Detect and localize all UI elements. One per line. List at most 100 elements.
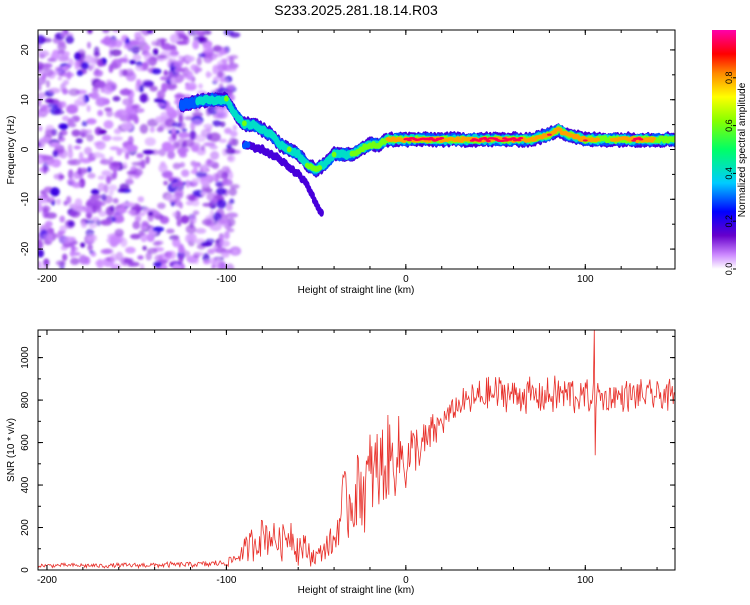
spectrogram-noise-cell: [215, 187, 227, 195]
spectrogram-noise-cell: [108, 190, 114, 196]
spectrogram-ridge-cell: [245, 141, 251, 148]
spectrogram-noise-cell: [110, 61, 118, 70]
spectrogram-noise-cell: [38, 203, 43, 213]
spectrogram-noise-cell: [179, 247, 186, 252]
spectrogram-noise-cell: [226, 217, 236, 227]
spectrogram-noise-cell: [53, 109, 65, 115]
spectrogram-noise-cell: [155, 41, 165, 47]
spectrogram-noise-cell: [206, 192, 215, 201]
spectrogram-noise-cell: [205, 71, 211, 79]
spectrogram-noise-cell: [40, 37, 53, 43]
spectrogram-noise-cell: [191, 199, 200, 207]
spectrogram-noise-cell: [44, 212, 57, 219]
spectrogram-noise-cell: [225, 263, 235, 269]
spectrogram-noise-cell: [44, 129, 56, 137]
spectrogram-noise-cell: [59, 225, 68, 232]
spectrogram-noise-cell: [154, 240, 164, 246]
spectrogram-noise-cell: [161, 82, 168, 93]
spectrogram-noise-cell: [229, 130, 238, 138]
spectrogram-noise-cell: [88, 222, 97, 229]
spectrogram-noise-cell: [152, 48, 159, 56]
spectrogram-noise-cell: [190, 64, 198, 71]
spectrogram-ridge-cell: [477, 139, 482, 142]
spectrogram-noise-cell: [101, 134, 112, 142]
spectrogram-noise-cell: [118, 68, 124, 78]
spectrogram-noise-cell: [59, 236, 72, 244]
spectrogram-ridge-cell: [331, 151, 337, 158]
spectrogram-noise-cell: [57, 41, 67, 52]
spectrogram-noise-cell: [145, 251, 152, 261]
spectrogram-noise-cell: [113, 128, 122, 135]
spectrogram-noise-cell: [156, 102, 167, 107]
x-tick-label: -200: [37, 274, 57, 285]
spectrogram-noise-cell: [191, 118, 203, 127]
colorbar-tick-label: 0.2: [724, 215, 734, 228]
spectrogram-noise-cell: [68, 88, 80, 96]
snr-x-ticks: -200 -100 0 100: [37, 330, 658, 586]
spectrogram-noise-cell: [215, 111, 228, 120]
snr-plot-area: [38, 330, 675, 570]
spectrogram-ridge-cell: [516, 139, 522, 142]
spectrogram-noise-cell: [132, 221, 141, 230]
spectrogram-noise-cell: [86, 104, 91, 113]
spectrogram-noise-cell: [38, 100, 41, 107]
spectrogram-noise-cell: [55, 260, 66, 266]
spectrogram-noise-cell: [185, 179, 190, 189]
spectrogram-noise-cell: [210, 151, 220, 160]
snr-y-label: SNR (10 * v/v): [6, 418, 17, 482]
spectrogram-noise-cell: [38, 239, 44, 250]
spectrogram-noise-cell: [132, 104, 140, 109]
spectrogram-noise-cell: [223, 231, 230, 240]
spectrogram-noise-cell: [84, 219, 96, 224]
spectrogram-noise-cell: [52, 150, 59, 158]
spectrogram-noise-cell: [125, 178, 134, 185]
spectrogram-noise-cell: [132, 168, 143, 177]
spectrogram-noise-cell: [160, 111, 169, 121]
spectrogram-noise-cell: [152, 226, 165, 232]
spectrogram-noise-cell: [101, 170, 112, 177]
spectrogram-noise-cell: [146, 30, 154, 34]
spectrogram-noise-cell: [65, 35, 74, 44]
spectrogram-noise-cell: [221, 179, 233, 186]
spectrogram-noise-cell: [131, 45, 140, 55]
spectrogram-noise-cell: [117, 57, 128, 63]
spectrogram-noise-cell: [131, 161, 143, 166]
spectrogram-noise-cell: [126, 144, 138, 152]
spectrogram-noise-cell: [166, 228, 175, 234]
spectrogram-noise-cell: [70, 257, 80, 265]
spectrogram-noise-cell: [174, 60, 183, 69]
spectrogram-noise-cell: [38, 92, 47, 99]
spectrogram-noise-cell: [197, 31, 206, 37]
spectrogram-noise-cell: [42, 156, 55, 165]
spectrogram-ridge-cell: [511, 137, 516, 140]
spectrogram-ridge-cell: [582, 139, 588, 142]
spectrogram-noise-cell: [171, 127, 176, 134]
spectrogram-noise-cell: [151, 68, 162, 75]
snr-frame: [37, 329, 676, 571]
spectrogram-noise-cell: [79, 128, 88, 138]
spectrogram-noise-cell: [95, 219, 102, 226]
spectrogram-noise-cell: [44, 220, 53, 228]
spectrogram-noise-cell: [97, 58, 104, 67]
spectrogram-noise-cell: [178, 201, 183, 209]
y-tick-label: 10: [20, 94, 31, 106]
spectrogram-noise-cell: [88, 93, 93, 98]
spectrogram-noise-cell: [94, 68, 100, 75]
spectrogram-noise-layer: [38, 30, 242, 269]
spectrogram-noise-cell: [172, 211, 178, 218]
y-tick-label: 200: [20, 519, 31, 536]
spectrogram-noise-cell: [142, 149, 155, 155]
spectrogram-noise-cell: [228, 63, 239, 69]
spectrogram-noise-cell: [220, 121, 226, 128]
spectrogram-noise-cell: [48, 87, 61, 94]
spectrogram-noise-cell: [73, 145, 81, 150]
spectrogram-noise-cell: [181, 250, 191, 258]
spectrogram-noise-cell: [122, 202, 135, 207]
spectrogram-noise-cell: [195, 171, 208, 178]
spectrogram-noise-cell: [140, 159, 146, 169]
spectrogram-noise-cell: [62, 115, 70, 122]
spectrogram-noise-cell: [192, 189, 205, 197]
spectrogram-ridge-cell: [557, 127, 563, 132]
spectrogram-noise-cell: [218, 138, 227, 143]
